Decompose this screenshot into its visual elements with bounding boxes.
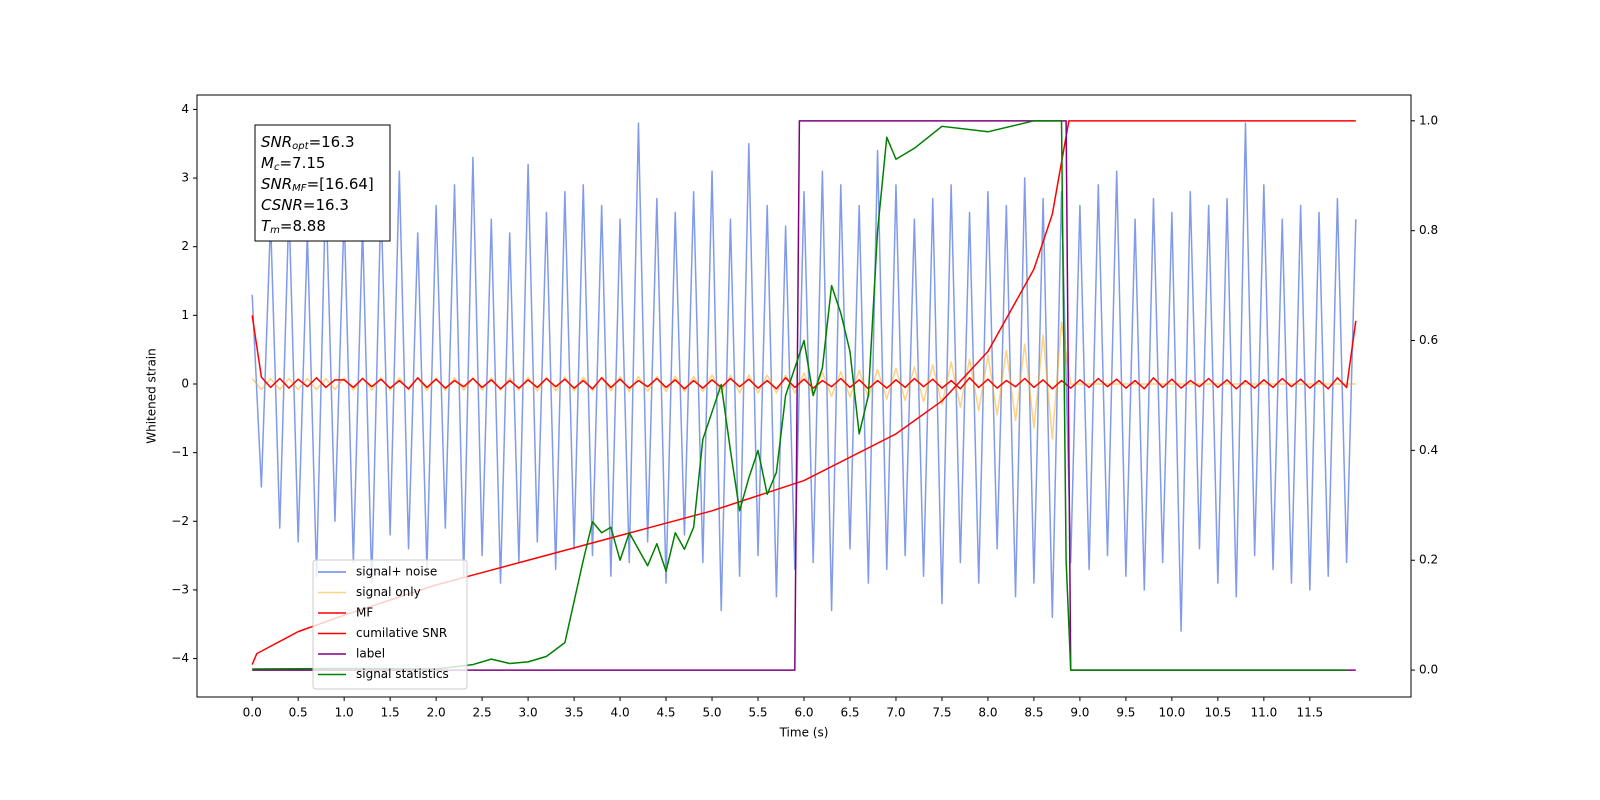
legend-label: MF xyxy=(356,606,373,620)
legend-label: label xyxy=(356,647,385,661)
legend-label: cumilative SNR xyxy=(356,626,447,640)
annotation-sub: c xyxy=(274,162,280,173)
annotation-line: SNRopt=16.3 xyxy=(261,133,355,153)
x-tick-label: 7.0 xyxy=(886,706,905,720)
x-tick-label: 10.0 xyxy=(1159,706,1186,720)
annotation-value: =16.3 xyxy=(309,133,355,151)
x-tick-label: 3.0 xyxy=(519,706,538,720)
x-tick-label: 6.5 xyxy=(840,706,859,720)
y-tick-label: −1 xyxy=(171,445,189,459)
annotation-value: =8.88 xyxy=(280,217,326,235)
x-tick-label: 1.5 xyxy=(381,706,400,720)
series-line xyxy=(251,315,1357,390)
x-tick-label: 9.0 xyxy=(1070,706,1089,720)
x-tick-label: 8.5 xyxy=(1024,706,1043,720)
y-tick-label: −4 xyxy=(171,651,189,665)
y2-tick-label: 0.0 xyxy=(1419,663,1438,677)
annotation-name: SNR xyxy=(261,175,292,193)
y2-tick-label: 0.4 xyxy=(1419,443,1438,457)
y-tick-label: −2 xyxy=(171,514,189,528)
annotation-line: Tm=8.88 xyxy=(261,217,326,237)
x-tick-label: 2.0 xyxy=(427,706,446,720)
legend-label: signal only xyxy=(356,585,421,599)
series-line xyxy=(251,321,1356,440)
y-tick-label: 4 xyxy=(181,102,189,116)
annotation-sub: MF xyxy=(292,183,307,194)
y-tick-label: −3 xyxy=(171,582,189,596)
x-tick-label: 3.5 xyxy=(565,706,584,720)
x-tick-label: 1.0 xyxy=(335,706,354,720)
annotation: SNRopt=16.3Mc=7.15SNRMF=[16.64]CSNR=16.3… xyxy=(254,124,391,242)
y2-tick-label: 0.8 xyxy=(1419,223,1438,237)
x-tick-label: 8.0 xyxy=(978,706,997,720)
legend-label: signal+ noise xyxy=(356,565,437,579)
annotation-value: =7.15 xyxy=(279,154,325,172)
x-tick-label: 2.5 xyxy=(473,706,492,720)
x-tick-label: 7.5 xyxy=(932,706,951,720)
annotation-name: M xyxy=(261,154,274,172)
legend-frame xyxy=(312,559,468,690)
y-tick-label: 1 xyxy=(181,308,189,322)
x-tick-label: 11.0 xyxy=(1250,706,1277,720)
x-tick-label: 11.5 xyxy=(1296,706,1323,720)
legend: signal+ noise signal only MF cumilative SNR… xyxy=(312,559,468,690)
x-axis-label: Time (s) xyxy=(779,726,829,740)
x-tick-label: 5.0 xyxy=(702,706,721,720)
x-tick-label: 0.0 xyxy=(243,706,262,720)
legend-label: signal statistics xyxy=(356,667,449,681)
x-tick-label: 10.5 xyxy=(1205,706,1232,720)
annotation-sub: opt xyxy=(292,141,309,152)
annotation-value: =[16.64] xyxy=(307,175,374,193)
y-tick-label: 0 xyxy=(181,376,189,390)
annotation-name: CSNR xyxy=(261,196,303,214)
x-tick-label: 0.5 xyxy=(289,706,308,720)
annotation-value: =16.3 xyxy=(303,196,349,214)
series-line xyxy=(252,120,1347,671)
x-tick-label: 6.0 xyxy=(794,706,813,720)
y-tick-label: 2 xyxy=(181,239,189,253)
y2-tick-label: 0.2 xyxy=(1419,553,1438,567)
y2-tick-label: 1.0 xyxy=(1419,113,1438,127)
annotation-line: CSNR=16.3 xyxy=(261,196,349,214)
annotation-line: SNRMF=[16.64] xyxy=(261,175,374,195)
annotation-name: SNR xyxy=(261,133,292,151)
annotation-name: T xyxy=(261,217,272,235)
annotation-box xyxy=(254,124,391,242)
x-tick-label: 5.5 xyxy=(748,706,767,720)
x-tick-label: 4.5 xyxy=(656,706,675,720)
x-tick-label: 9.5 xyxy=(1116,706,1135,720)
x-tick-label: 4.0 xyxy=(611,706,630,720)
series-line xyxy=(251,122,1357,632)
y-axis-label: Whitened strain xyxy=(145,348,159,444)
annotation-sub: m xyxy=(270,225,280,236)
y-tick-label: 3 xyxy=(181,171,189,185)
annotation-line: Mc=7.15 xyxy=(261,154,325,174)
y2-tick-label: 0.6 xyxy=(1419,333,1438,347)
